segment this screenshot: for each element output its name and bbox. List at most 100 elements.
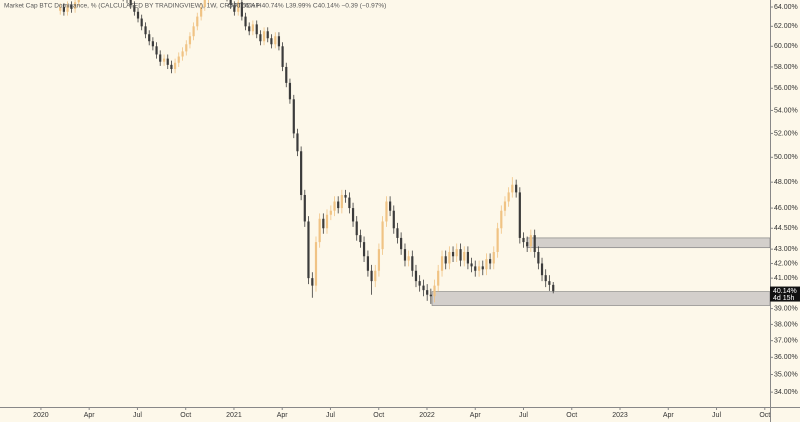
y-tick-label: 48.00% <box>774 179 798 186</box>
candle-body <box>529 235 532 247</box>
candle-body <box>481 266 484 270</box>
y-tick-label: 41.00% <box>774 275 798 282</box>
candle-body <box>173 62 177 70</box>
candle-body <box>537 251 540 264</box>
y-tick-label: 39.00% <box>774 305 798 312</box>
candle-body <box>185 44 188 52</box>
candle-body <box>548 281 551 285</box>
candle-body <box>429 294 432 297</box>
candle-body <box>314 242 318 286</box>
candle-body <box>155 46 158 55</box>
candle-body <box>59 6 62 11</box>
candle-body <box>270 38 273 45</box>
x-tick-label: Jul <box>326 412 335 419</box>
candle-body <box>229 0 232 6</box>
candle-body <box>281 46 284 67</box>
candle-body <box>73 2 77 9</box>
x-tick-label: Apr <box>470 412 482 419</box>
candle-body <box>418 281 421 286</box>
candle-body <box>277 36 281 47</box>
candle-body <box>463 251 466 261</box>
candle-body <box>466 251 470 264</box>
candle-body <box>318 218 321 243</box>
y-tick-label: 58.00% <box>774 64 798 71</box>
candle-body <box>526 242 529 247</box>
candle-body <box>237 2 240 12</box>
candle-body <box>192 26 195 37</box>
candle-body <box>240 2 243 17</box>
candle-body <box>181 51 184 57</box>
candle-body <box>389 201 392 211</box>
last-price-box <box>770 286 800 302</box>
candle-body <box>392 210 395 229</box>
candle-body <box>62 6 65 12</box>
candle-body <box>333 201 336 211</box>
candle-body <box>422 285 425 291</box>
candle-body <box>478 266 481 271</box>
chart-title: Market Cap BTC Dominance, % (CALCULATED … <box>4 3 260 10</box>
x-tick-label: Oct <box>566 412 577 419</box>
candle-body <box>411 256 414 271</box>
y-tick-label: 37.00% <box>774 337 798 344</box>
candle-body <box>251 24 254 32</box>
candle-body <box>385 201 388 222</box>
x-tick-label: Jul <box>712 412 721 419</box>
candle-body <box>337 201 340 209</box>
candle-body <box>426 290 429 295</box>
candle-body <box>325 214 329 229</box>
candle-body <box>133 5 136 12</box>
candle-body <box>70 5 73 9</box>
zone <box>526 237 770 249</box>
x-tick-label: Apr <box>277 412 289 419</box>
candle-body <box>407 256 410 261</box>
candle-body <box>444 256 447 264</box>
candle-body <box>166 58 169 65</box>
candle-body <box>552 284 555 292</box>
candle-body <box>259 34 262 42</box>
candle-body <box>503 201 507 211</box>
candle-body <box>77 0 80 3</box>
candle-body <box>140 18 143 27</box>
candle-body <box>311 278 314 286</box>
x-tick-label: Oct <box>759 412 770 419</box>
candle-body <box>203 0 206 7</box>
candle-body <box>66 5 69 12</box>
candle-body <box>459 249 462 261</box>
candle-body <box>377 249 381 271</box>
candle-body <box>296 133 299 152</box>
candle-body <box>485 259 488 270</box>
candle-body <box>307 221 310 279</box>
x-tick-label: Apr <box>84 412 96 419</box>
candle-body <box>451 251 455 257</box>
candle-body <box>518 192 521 238</box>
candle-body <box>159 54 162 62</box>
candle-body <box>292 99 295 134</box>
x-tick-label: 2023 <box>612 412 628 419</box>
x-tick-label: 2021 <box>226 412 242 419</box>
candle-body <box>403 249 407 261</box>
candle-body <box>474 266 477 271</box>
x-tick-label: Apr <box>663 412 675 419</box>
candle-body <box>162 58 166 62</box>
candle-body <box>344 194 347 198</box>
plot-area <box>59 0 770 306</box>
candle-body <box>437 270 440 286</box>
candle-body <box>262 31 266 42</box>
candle-body <box>233 5 236 12</box>
candle-body <box>370 270 373 282</box>
candle-body <box>396 228 399 238</box>
zone <box>431 291 770 306</box>
candle-body <box>492 251 495 264</box>
x-tick-label: Jul <box>519 412 528 419</box>
candle-body <box>322 218 325 229</box>
candle-body <box>440 256 444 271</box>
candle-body <box>355 221 358 236</box>
candle-body <box>533 235 536 252</box>
candle-body <box>144 26 147 35</box>
candle-body <box>200 6 203 17</box>
y-tick-label: 46.00% <box>774 205 798 212</box>
candle-body <box>522 237 525 243</box>
